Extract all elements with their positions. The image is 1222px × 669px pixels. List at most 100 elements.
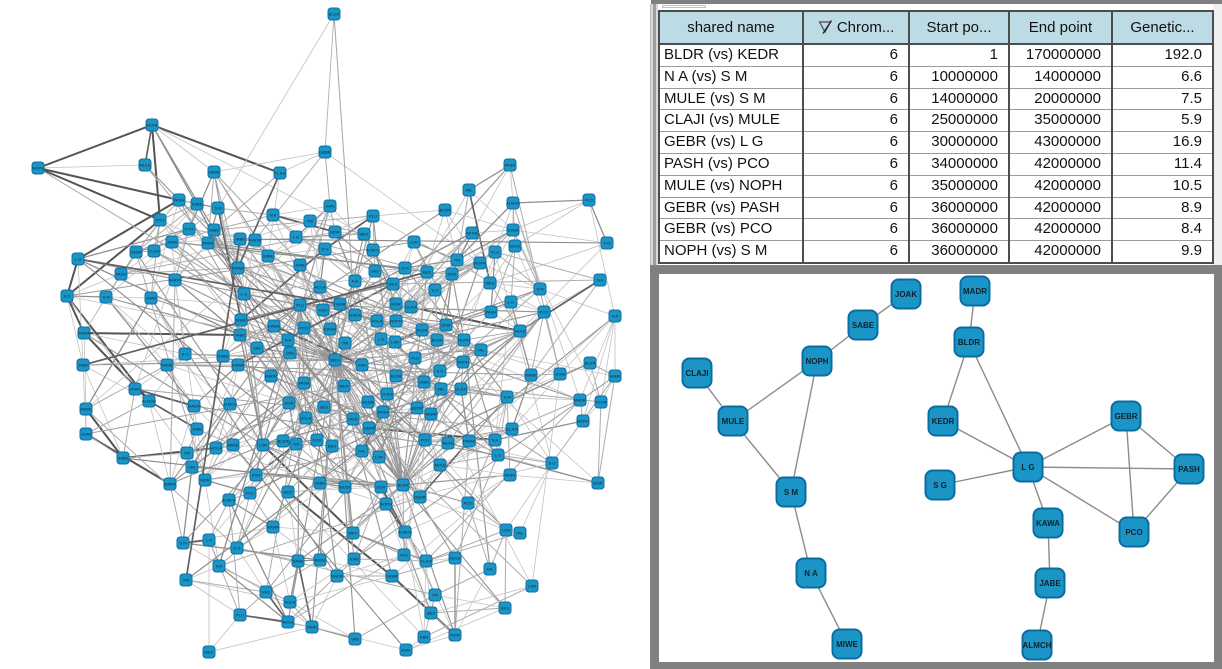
svg-text:FAL: FAL	[465, 188, 473, 193]
svg-text:BLDR: BLDR	[391, 374, 402, 379]
svg-text:NOPH: NOPH	[577, 419, 589, 424]
svg-text:TRI: TRI	[432, 593, 438, 598]
svg-text:MULE: MULE	[509, 244, 520, 249]
svg-text:TRI: TRI	[307, 219, 313, 224]
svg-text:ALMCH: ALMCH	[506, 201, 520, 206]
svg-text:FAL: FAL	[477, 348, 485, 353]
svg-text:DOR: DOR	[377, 485, 386, 490]
svg-text:PCO: PCO	[585, 198, 594, 203]
svg-text:KEDR: KEDR	[932, 417, 955, 426]
svg-text:PLU: PLU	[296, 303, 304, 308]
svg-text:S M: S M	[603, 241, 610, 246]
svg-text:S M: S M	[536, 287, 543, 292]
svg-text:PCO: PCO	[1125, 528, 1142, 537]
svg-text:SABE: SABE	[610, 374, 621, 379]
svg-text:GEBR: GEBR	[130, 250, 141, 255]
svg-text:MOR: MOR	[200, 478, 209, 483]
svg-text:MOR: MOR	[391, 302, 400, 307]
svg-text:TRI: TRI	[454, 258, 460, 263]
svg-text:S G: S G	[64, 294, 71, 299]
svg-text:MULE: MULE	[434, 463, 445, 468]
svg-text:PASH: PASH	[174, 198, 185, 203]
svg-text:KEDR: KEDR	[146, 123, 157, 128]
svg-text:JABE: JABE	[1039, 579, 1061, 588]
svg-text:MOR: MOR	[330, 230, 339, 235]
svg-text:KEDR: KEDR	[425, 412, 436, 417]
svg-text:JOAK: JOAK	[146, 296, 157, 301]
svg-text:N A: N A	[597, 278, 604, 283]
svg-text:BLDR: BLDR	[278, 439, 289, 444]
svg-text:MIWE: MIWE	[836, 640, 858, 649]
svg-text:KAWA: KAWA	[232, 266, 244, 271]
svg-text:N A: N A	[492, 438, 499, 443]
svg-text:BLDR: BLDR	[329, 12, 340, 17]
svg-text:S G: S G	[432, 288, 439, 293]
svg-text:LOR: LOR	[410, 240, 418, 245]
svg-text:FAL: FAL	[437, 387, 445, 392]
svg-text:CLAJI: CLAJI	[149, 249, 160, 254]
svg-text:JOAK: JOAK	[81, 432, 92, 437]
svg-text:KEDR: KEDR	[595, 400, 606, 405]
svg-text:JOAK: JOAK	[895, 290, 917, 299]
svg-text:MULE: MULE	[722, 417, 745, 426]
svg-text:PCO: PCO	[300, 326, 309, 331]
svg-text:BLDR: BLDR	[440, 208, 451, 213]
svg-text:JABE: JABE	[235, 333, 245, 338]
svg-text:BES: BES	[423, 270, 431, 275]
svg-text:KAN: KAN	[319, 308, 327, 313]
svg-text:JOAK: JOAK	[167, 240, 178, 245]
svg-text:NOPH: NOPH	[458, 338, 470, 343]
svg-text:DOR: DOR	[594, 481, 603, 486]
svg-text:S G: S G	[322, 247, 329, 252]
svg-text:MIWE: MIWE	[203, 241, 214, 246]
svg-text:MADR: MADR	[164, 482, 176, 487]
svg-text:N A: N A	[612, 314, 619, 319]
svg-text:WEX: WEX	[359, 232, 368, 237]
svg-text:TRI: TRI	[183, 578, 189, 583]
svg-text:MULE: MULE	[339, 485, 350, 490]
svg-text:N A: N A	[285, 338, 292, 343]
svg-text:MULE: MULE	[442, 441, 453, 446]
svg-text:S M: S M	[401, 266, 408, 271]
svg-text:VAS: VAS	[253, 346, 261, 351]
svg-text:NOPH: NOPH	[805, 357, 828, 366]
svg-text:ALMCH: ALMCH	[366, 248, 380, 253]
svg-text:KAWA: KAWA	[267, 525, 279, 530]
svg-text:VAS: VAS	[188, 465, 196, 470]
svg-text:MADR: MADR	[963, 287, 987, 296]
svg-text:PCO: PCO	[464, 501, 473, 506]
svg-text:KEDR: KEDR	[411, 406, 422, 411]
svg-text:S G: S G	[234, 546, 241, 551]
svg-text:L G: L G	[241, 292, 247, 297]
svg-text:ALMCH: ALMCH	[222, 498, 236, 503]
svg-text:SABE: SABE	[192, 202, 203, 207]
svg-text:TRI: TRI	[184, 451, 190, 456]
svg-text:SABE: SABE	[236, 318, 247, 323]
svg-text:LOR: LOR	[528, 584, 536, 589]
svg-text:GEBR: GEBR	[334, 302, 345, 307]
svg-text:KAWA: KAWA	[78, 331, 90, 336]
svg-text:PLU: PLU	[400, 553, 408, 558]
svg-text:L G: L G	[293, 235, 299, 240]
svg-text:MULE: MULE	[139, 163, 150, 168]
svg-text:SABE: SABE	[218, 354, 229, 359]
svg-text:VAS: VAS	[286, 351, 294, 356]
svg-text:S M: S M	[214, 206, 221, 211]
svg-text:S M: S M	[503, 395, 510, 400]
svg-text:JOAK: JOAK	[555, 372, 566, 377]
svg-text:S M: S M	[102, 295, 109, 300]
svg-text:PLU: PLU	[411, 356, 419, 361]
svg-text:S G: S G	[437, 369, 444, 374]
svg-text:JABE: JABE	[78, 363, 88, 368]
svg-text:FAL: FAL	[486, 567, 494, 572]
svg-text:JOAK: JOAK	[130, 387, 141, 392]
svg-text:HOLA: HOLA	[285, 600, 296, 605]
svg-text:WEX: WEX	[339, 384, 348, 389]
svg-text:NOPH: NOPH	[32, 166, 44, 171]
svg-text:GEBR: GEBR	[386, 574, 397, 579]
svg-text:BES: BES	[501, 606, 509, 611]
svg-text:BLDR: BLDR	[398, 483, 409, 488]
svg-text:NOPH: NOPH	[457, 360, 469, 365]
svg-text:JABE: JABE	[209, 228, 219, 233]
svg-text:BES: BES	[427, 611, 435, 616]
